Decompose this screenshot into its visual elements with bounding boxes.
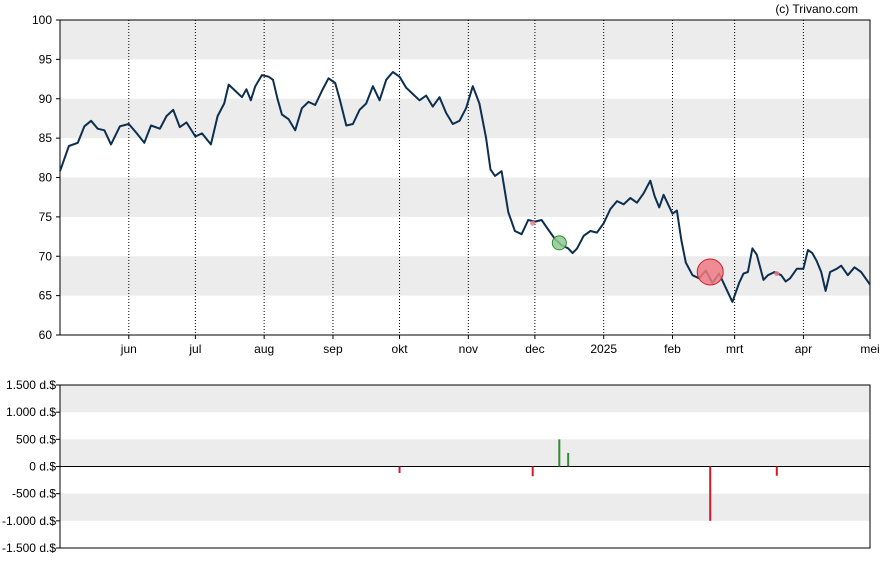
volume-bands bbox=[60, 385, 870, 521]
price-x-tick-label: mrt bbox=[726, 342, 744, 356]
trade-markers bbox=[530, 220, 780, 286]
price-x-tick-label: sep bbox=[323, 342, 343, 356]
volume-y-axis: 1.500 d.$ 1.000 d.$ 500 d.$ 0 d.$ -500 d.$ -1… bbox=[2, 378, 60, 555]
volume-chart: 1.500 d.$ 1.000 d.$ 500 d.$ 0 d.$ -500 d.$ -1… bbox=[2, 378, 871, 555]
price-y-tick-label: 90 bbox=[39, 92, 53, 106]
price-x-tick-label: 2025 bbox=[590, 342, 617, 356]
price-y-tick-label: 80 bbox=[39, 171, 53, 185]
volume-y-tick-label: 1.500 d.$ bbox=[6, 378, 56, 392]
price-band bbox=[60, 177, 870, 217]
price-bands bbox=[60, 20, 870, 296]
price-x-tick-label: dec bbox=[525, 342, 544, 356]
price-band bbox=[60, 98, 870, 139]
price-y-axis: 100 95 90 85 80 75 70 65 60 bbox=[32, 13, 60, 342]
price-series-line bbox=[59, 71, 871, 303]
volume-bars bbox=[398, 439, 778, 521]
price-x-tick-label: jun bbox=[120, 342, 137, 356]
volume-band bbox=[60, 439, 870, 467]
price-y-tick-label: 85 bbox=[39, 131, 53, 145]
price-x-tick-label: apr bbox=[795, 342, 812, 356]
price-y-tick-label: 100 bbox=[32, 13, 52, 27]
volume-y-tick-label: 1.000 d.$ bbox=[6, 405, 56, 419]
price-x-tick-label: mei bbox=[860, 342, 879, 356]
volume-y-tick-label: -1.000 d.$ bbox=[2, 514, 56, 528]
trade-marker-buy bbox=[551, 235, 567, 251]
price-band bbox=[60, 20, 870, 60]
price-y-tick-label: 60 bbox=[39, 328, 53, 342]
price-x-tick-label: okt bbox=[392, 342, 409, 356]
price-y-tick-label: 65 bbox=[39, 289, 53, 303]
volume-y-tick-label: 500 d.$ bbox=[16, 432, 56, 446]
volume-y-tick-label: -1.500 d.$ bbox=[2, 541, 56, 555]
trade-marker-sell bbox=[774, 271, 780, 277]
price-x-tick-label: jul bbox=[188, 342, 201, 356]
price-y-tick-label: 70 bbox=[39, 249, 53, 263]
volume-band bbox=[60, 385, 870, 413]
trade-marker-sell bbox=[530, 220, 536, 226]
trade-marker-sell bbox=[696, 258, 724, 286]
price-x-tick-label: aug bbox=[254, 342, 274, 356]
price-x-axis: jun jul aug sep okt nov dec 2025 feb mrt apr mei bbox=[120, 335, 880, 356]
price-x-tick-label: nov bbox=[459, 342, 478, 356]
price-y-tick-label: 95 bbox=[39, 52, 53, 66]
volume-y-tick-label: 0 d.$ bbox=[29, 460, 56, 474]
volume-band bbox=[60, 493, 870, 521]
price-x-tick-label: feb bbox=[664, 342, 681, 356]
volume-y-tick-label: -500 d.$ bbox=[12, 487, 56, 501]
price-chart: 100 95 90 85 80 75 70 65 60 jun jul aug sep okt nov de… bbox=[32, 13, 880, 356]
copyright-text: (c) Trivano.com bbox=[775, 2, 858, 16]
price-band bbox=[60, 256, 870, 296]
price-y-tick-label: 75 bbox=[39, 210, 53, 224]
